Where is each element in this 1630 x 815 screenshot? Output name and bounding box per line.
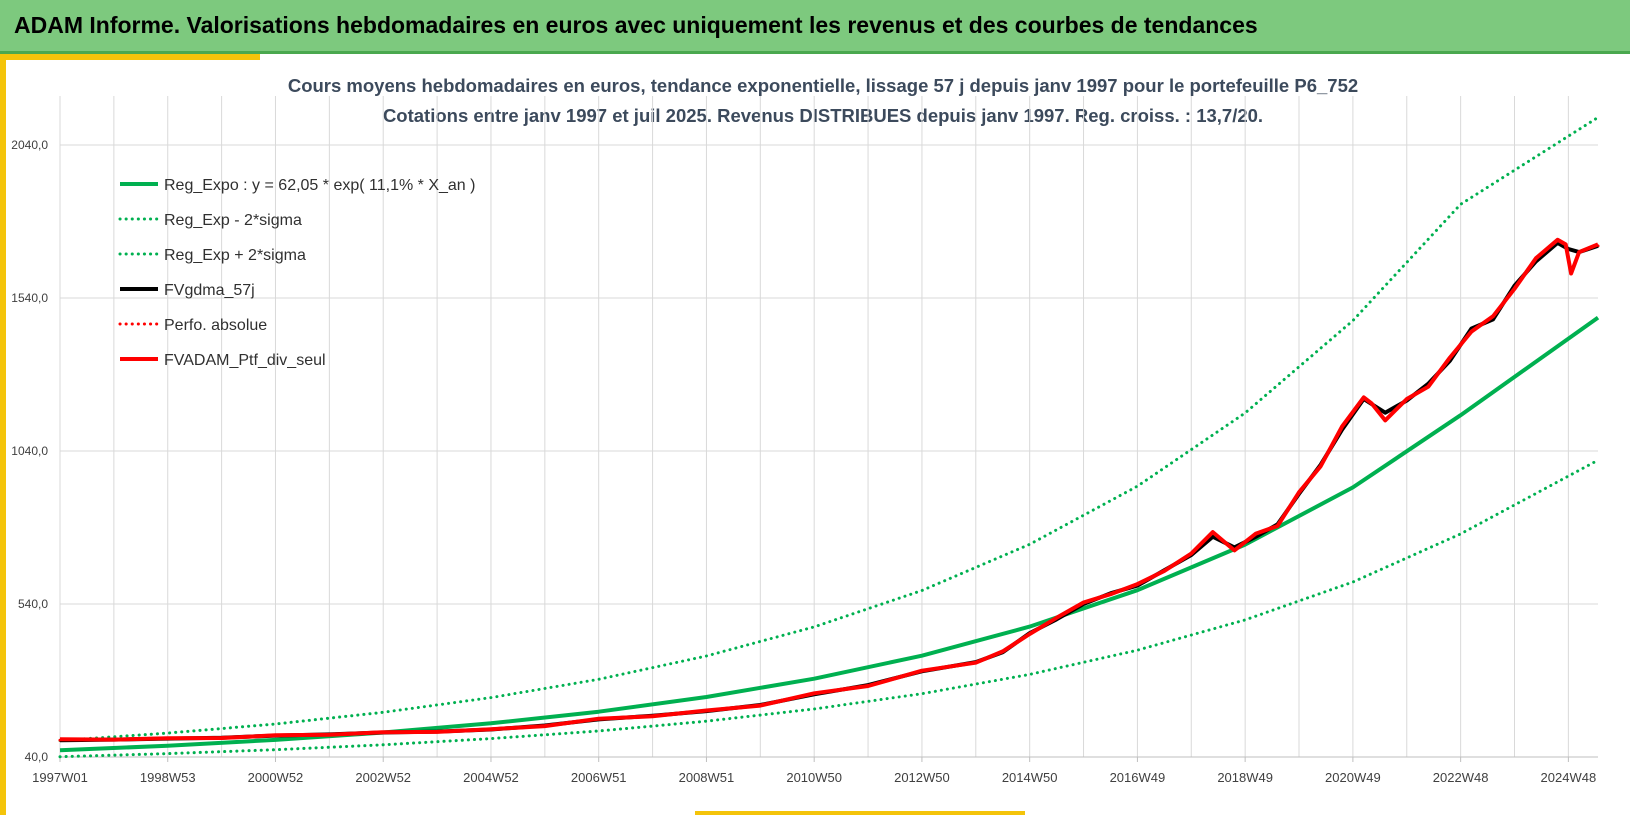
legend-label: Reg_Expo : y = 62,05 * exp( 11,1% * X_an… <box>164 177 475 194</box>
series-lines <box>58 115 1600 759</box>
x-tick-label: 2022W48 <box>1433 770 1489 785</box>
gridlines <box>59 96 1598 758</box>
axes: 40,0 540,0 1040,0 1540,0 2040,0 1997W01 1998W5… <box>11 138 1598 785</box>
accent-bar-top <box>0 54 260 60</box>
header-banner: ADAM Informe. Valorisations hebdomadaire… <box>0 0 1630 54</box>
series-line-3 <box>58 115 1600 742</box>
accent-bar-left <box>0 54 6 815</box>
x-tick-label: 2006W51 <box>571 770 627 785</box>
y-tick-label: 40,0 <box>25 750 49 764</box>
x-tick-label: 2024W48 <box>1541 770 1597 785</box>
report-title: ADAM Informe. Valorisations hebdomadaire… <box>14 12 1258 38</box>
x-tick-label: 2000W52 <box>248 770 304 785</box>
x-tick-label: 2018W49 <box>1217 770 1273 785</box>
x-tick-label: 2014W50 <box>1002 770 1058 785</box>
legend-label: FVgdma_57j <box>164 282 255 299</box>
x-tick-label: 2004W52 <box>463 770 519 785</box>
x-tick-label: 1998W53 <box>140 770 196 785</box>
chart-title-line-2: Cotations entre janv 1997 et juil 2025. … <box>383 105 1263 126</box>
y-tick-label: 540,0 <box>18 597 48 611</box>
x-tick-label: 2012W50 <box>894 770 950 785</box>
y-tick-label: 2040,0 <box>11 138 48 152</box>
legend: Reg_Expo : y = 62,05 * exp( 11,1% * X_an… <box>118 177 475 369</box>
x-tick-label: 2002W52 <box>355 770 411 785</box>
series-line-1 <box>59 315 1600 753</box>
series-line-5 <box>58 241 1600 742</box>
y-tick-label: 1040,0 <box>11 444 48 458</box>
legend-label: FVADAM_Ptf_div_seul <box>164 352 326 369</box>
x-tick-label: 2016W49 <box>1110 770 1166 785</box>
legend-label: Reg_Exp - 2*sigma <box>164 212 302 229</box>
chart-title-line-1: Cours moyens hebdomadaires en euros, ten… <box>288 75 1358 96</box>
x-tick-label: 1997W01 <box>32 770 88 785</box>
series-line-2 <box>58 458 1600 759</box>
x-tick-label: 2020W49 <box>1325 770 1381 785</box>
x-tick-label: 2008W51 <box>679 770 735 785</box>
series-line-6 <box>59 237 1599 742</box>
series-line-4 <box>59 240 1599 743</box>
y-tick-label: 1540,0 <box>11 291 48 305</box>
accent-bar-bottom <box>695 811 1025 815</box>
legend-label: Perfo. absolue <box>164 317 267 334</box>
x-tick-label: 2010W50 <box>786 770 842 785</box>
legend-label: Reg_Exp + 2*sigma <box>164 247 306 264</box>
